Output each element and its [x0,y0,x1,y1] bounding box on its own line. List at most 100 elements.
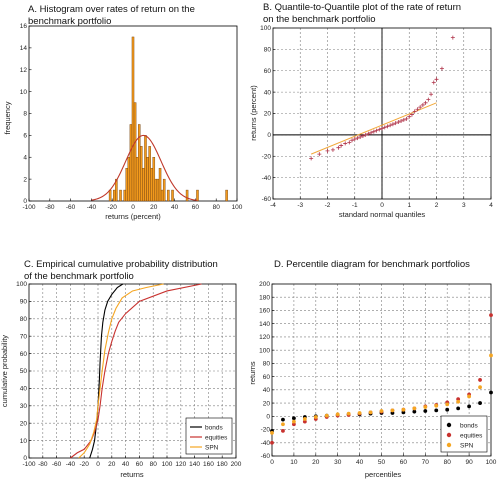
histogram-bar [185,189,189,202]
histogram-bar [167,189,170,202]
legend-label-bonds: bonds [460,422,478,429]
x-tick-label: 80 [444,459,452,466]
qq-point-marker [369,130,374,135]
percentile-point-spn [357,411,362,415]
y-tick-label: -40 [262,175,272,182]
panel-d-percentile-diagram: D. Percentile diagram for benchmark port… [248,259,497,479]
y-tick-label: 10 [20,89,28,96]
histogram-bar [196,189,199,202]
y-tick-label: 14 [20,45,28,52]
x-tick-label: -20 [107,204,117,211]
x-tick-label: 2 [435,202,439,209]
qq-point-marker [431,80,436,85]
percentile-point-equities [478,378,482,382]
percentile-point-spn [335,412,340,417]
x-tick-label: 180 [217,461,228,468]
legend-swatch-equities [446,432,452,438]
qq-point-marker [330,147,335,152]
x-tick-label: 0 [270,459,274,466]
histogram-bar [171,189,174,202]
panel-b-x-axis-label: standard normal quantiles [339,210,426,219]
qq-point-marker [358,135,363,140]
qq-point-marker [360,133,365,138]
qq-point-marker [355,136,360,141]
qq-point-marker [399,118,404,123]
panel-a-title-line-1: A. Histogram over rates of return on the [28,4,195,15]
percentile-point-spn [434,403,439,408]
x-tick-label: 140 [189,461,200,468]
legend-swatch-spn [446,442,452,448]
y-tick-label: 0 [266,414,270,421]
y-tick-label: 20 [20,420,28,427]
qq-point-marker [420,102,425,107]
y-tick-label: 120 [259,334,270,341]
percentile-point-bonds [423,409,428,413]
percentile-point-spn [368,410,373,415]
panel-a-y-axis-label: frequency [3,101,12,134]
histogram-bar [133,102,137,202]
y-tick-label: 100 [16,281,27,288]
x-tick-label: -100 [22,204,35,211]
percentile-point-equities [270,440,274,445]
qq-point-marker [401,117,406,122]
percentile-point-spn [379,409,384,413]
histogram-bar [142,167,145,202]
cdf-line-spn [78,283,164,459]
y-tick-label: 180 [259,294,270,301]
y-tick-label: 90 [20,299,28,306]
percentile-point-equities [456,397,461,402]
qq-point-marker [366,131,371,136]
x-tick-label: -60 [52,461,62,468]
histogram-bar [148,146,151,202]
x-tick-label: -60 [66,204,76,211]
x-tick-label: 100 [232,204,243,211]
x-tick-label: 40 [171,204,179,211]
x-tick-label: 200 [231,461,242,468]
x-tick-label: -40 [87,204,97,211]
x-tick-label: 1 [407,202,411,209]
x-tick-label: -100 [22,461,35,468]
legend-swatch-bonds [446,422,452,428]
y-tick-label: 40 [264,89,272,96]
y-tick-label: 60 [264,68,272,75]
cdf-line-bonds [89,283,124,459]
panel-d-title: D. Percentile diagram for benchmark port… [274,259,470,270]
y-tick-label: 12 [20,67,28,74]
histogram-bar [123,189,126,202]
qq-point-marker [407,114,412,119]
x-tick-label: -80 [38,461,48,468]
qq-point-marker [412,109,417,114]
legend-label-equities: equities [460,432,483,439]
panel-a-title-line-2: benchmark portfolio [28,16,111,27]
x-tick-label: -40 [66,461,76,468]
qq-point-marker [423,100,428,105]
histogram-bar [125,167,129,202]
panel-b-qq-plot: B. Quantile-to-Quantile plot of the rate… [249,2,493,219]
x-tick-label: 60 [136,461,144,468]
percentile-point-bonds [489,390,493,395]
percentile-point-bonds [292,416,296,421]
percentile-point-spn [412,406,417,411]
histogram-bar [119,189,122,202]
histogram-bar [150,167,153,202]
y-tick-label: 100 [259,347,270,354]
qq-point-marker [434,77,439,82]
x-tick-label: 50 [378,459,386,466]
y-tick-label: 200 [259,281,270,288]
percentile-point-spn [390,408,395,413]
qq-point-marker [388,123,393,128]
y-tick-label: 60 [263,374,271,381]
cdf-line-equities [70,283,202,459]
y-tick-label: 80 [20,316,28,323]
y-tick-label: 20 [263,400,271,407]
panel-c-title-line-2: of the benchmark portfolio [24,271,134,282]
percentile-point-equities [302,419,307,424]
x-tick-label: -1 [352,202,358,209]
qq-point-marker [377,127,382,132]
y-tick-label: -40 [261,440,271,447]
y-tick-label: 8 [23,111,27,118]
y-tick-label: 16 [20,23,28,30]
x-tick-label: 3 [462,202,466,209]
qq-point-marker [363,132,368,137]
histogram-bar [160,189,164,202]
